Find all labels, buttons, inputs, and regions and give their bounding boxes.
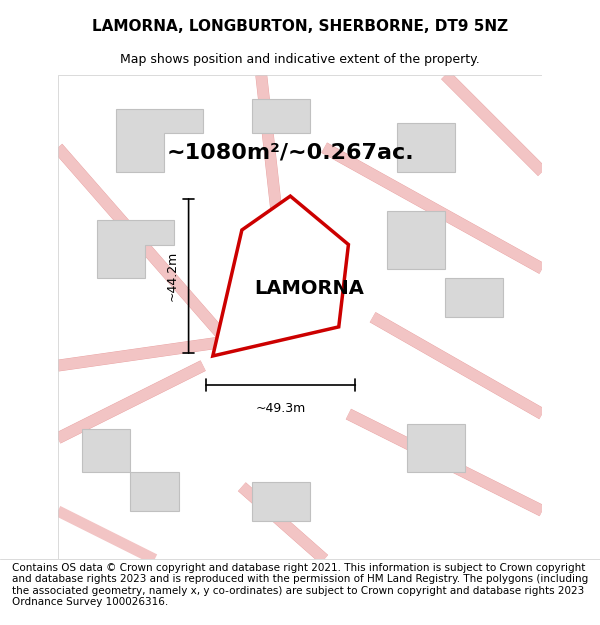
Text: LAMORNA: LAMORNA [255,279,365,298]
Polygon shape [116,109,203,172]
Text: ~44.2m: ~44.2m [166,251,179,301]
Text: ~49.3m: ~49.3m [256,402,306,415]
Polygon shape [82,429,130,472]
Polygon shape [97,220,174,279]
Polygon shape [130,472,179,511]
Text: LAMORNA, LONGBURTON, SHERBORNE, DT9 5NZ: LAMORNA, LONGBURTON, SHERBORNE, DT9 5NZ [92,19,508,34]
Polygon shape [213,196,349,356]
Text: Contains OS data © Crown copyright and database right 2021. This information is : Contains OS data © Crown copyright and d… [12,562,588,608]
Polygon shape [445,279,503,317]
Polygon shape [251,99,310,133]
Text: Map shows position and indicative extent of the property.: Map shows position and indicative extent… [120,52,480,66]
Polygon shape [397,124,455,172]
Text: ~1080m²/~0.267ac.: ~1080m²/~0.267ac. [167,142,414,162]
Polygon shape [407,424,464,472]
Polygon shape [251,482,310,521]
Polygon shape [387,211,445,269]
